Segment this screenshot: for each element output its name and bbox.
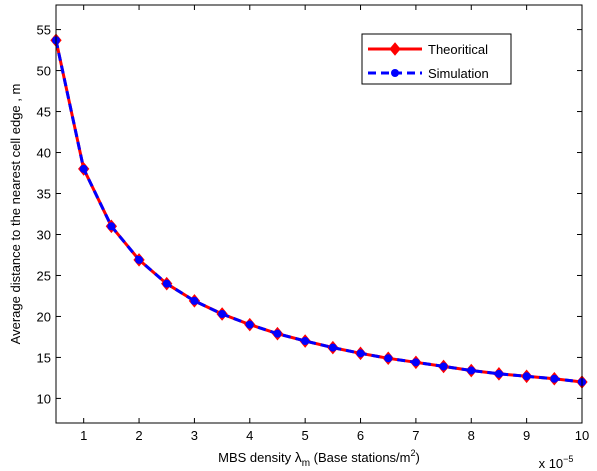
legend-diamond-marker-icon: [389, 42, 401, 56]
point-simulation: [273, 329, 282, 338]
x-axis-label-prefix: MBS density: [218, 450, 295, 465]
point-simulation: [328, 343, 337, 352]
y-tick-label: 45: [37, 105, 51, 120]
x-axis-label-suffix: ): [416, 450, 420, 465]
x-tick-label: 7: [412, 428, 419, 443]
point-simulation: [135, 255, 144, 264]
point-simulation: [494, 369, 503, 378]
point-simulation: [550, 374, 559, 383]
x-axis-label-symbol: λ: [295, 449, 302, 465]
x-tick-label: 1: [80, 428, 87, 443]
legend-circle-marker-icon: [391, 69, 399, 77]
y-tick-label: 30: [37, 227, 51, 242]
x-tick-label: 9: [523, 428, 530, 443]
y-tick-label: 20: [37, 309, 51, 324]
y-tick-label: 35: [37, 187, 51, 202]
x-axis-label-sup: 2: [411, 448, 416, 458]
legend-entry-theoretical: Theoritical: [368, 42, 488, 57]
x-tick-label: 2: [135, 428, 142, 443]
series-simulation: [52, 36, 586, 387]
x-tick-label: 6: [357, 428, 364, 443]
legend: Theoritical Simulation: [361, 33, 512, 85]
point-simulation: [245, 320, 254, 329]
point-simulation: [467, 366, 476, 375]
x-axis-multiplier-base: x 10: [539, 456, 564, 471]
y-tick-label: 40: [37, 146, 51, 161]
x-tick-label: 4: [246, 428, 253, 443]
y-tick-label: 25: [37, 268, 51, 283]
legend-label-simulation: Simulation: [428, 66, 489, 81]
point-simulation: [107, 222, 116, 231]
legend-label-theoretical: Theoritical: [428, 42, 488, 57]
y-tick-label: 15: [37, 350, 51, 365]
point-simulation: [411, 358, 420, 367]
point-simulation: [301, 337, 310, 346]
legend-box: [361, 33, 512, 85]
point-simulation: [356, 349, 365, 358]
point-simulation: [79, 164, 88, 173]
x-tick-label: 3: [191, 428, 198, 443]
point-simulation: [190, 296, 199, 305]
series-layer: [50, 33, 588, 389]
x-axis-multiplier-exponent: −5: [563, 454, 573, 464]
y-tick-label: 50: [37, 64, 51, 79]
y-tick-label: 10: [37, 391, 51, 406]
plot-frame: [55, 4, 583, 424]
point-simulation: [384, 354, 393, 363]
x-axis-multiplier: x 10−5: [539, 454, 574, 471]
y-axis-label: Average distance to the nearest cell edg…: [8, 84, 23, 345]
x-tick-label: 10: [575, 428, 589, 443]
point-simulation: [439, 362, 448, 371]
point-simulation: [162, 279, 171, 288]
x-tick-label: 5: [302, 428, 309, 443]
y-tick-label: 55: [37, 23, 51, 38]
x-axis-label-middle: (Base stations/m: [310, 450, 410, 465]
legend-entry-simulation: Simulation: [368, 66, 489, 81]
x-axis-label: MBS density λm (Base stations/m2): [218, 448, 420, 469]
series-line-simulation: [54, 39, 583, 384]
point-simulation: [218, 309, 227, 318]
point-simulation: [522, 372, 531, 381]
x-tick-label: 8: [468, 428, 475, 443]
x-axis-label-symbol-sub: m: [302, 458, 310, 469]
